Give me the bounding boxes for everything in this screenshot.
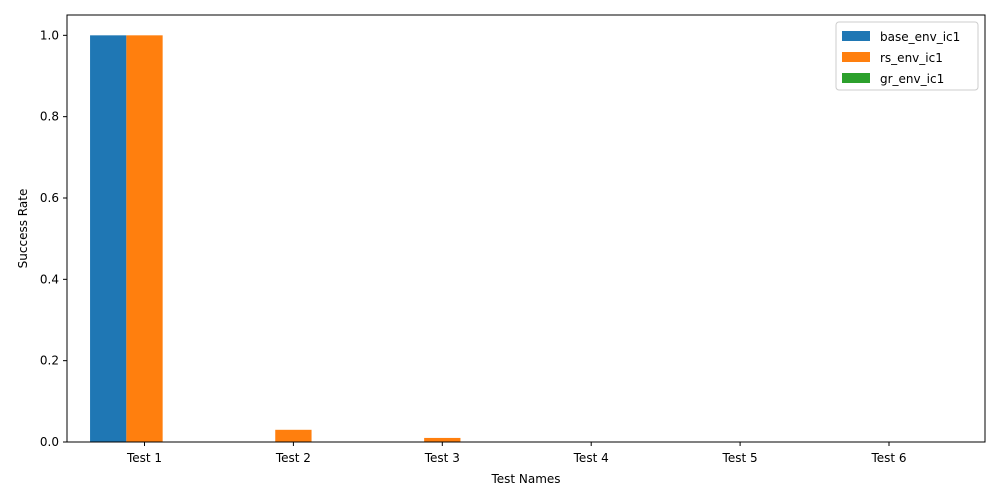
axes-layer: [66, 14, 986, 443]
x-tick-label: Test 2: [275, 451, 311, 465]
bars-layer: [90, 35, 461, 442]
plot-frame: [66, 14, 986, 443]
bar-rs_env_ic1-test-2: [275, 429, 312, 442]
x-tick-label: Test 5: [722, 451, 758, 465]
legend-swatch-gr_env_ic1: [842, 73, 870, 83]
legend: base_env_ic1 rs_env_ic1 gr_env_ic1: [835, 21, 979, 91]
y-axis-label: Success Rate: [16, 189, 30, 269]
x-axis-label: Test Names: [490, 472, 560, 486]
bar-base_env_ic1-test-1: [90, 35, 127, 442]
y-tick-label: 0.6: [40, 191, 59, 205]
y-tick-label: 0.2: [40, 354, 59, 368]
x-tick-label: Test 4: [573, 451, 609, 465]
x-ticks: Test 1 Test 2 Test 3 Test 4 Test 5 Test 6: [126, 442, 907, 465]
legend-label-rs_env_ic1: rs_env_ic1: [880, 51, 943, 65]
legend-swatch-rs_env_ic1: [842, 52, 870, 62]
x-tick-label: Test 3: [424, 451, 460, 465]
legend-box: [835, 21, 979, 91]
bar-rs_env_ic1-test-3: [424, 437, 461, 442]
bar-rs_env_ic1-test-1: [126, 35, 163, 442]
y-tick-label: 0.0: [40, 435, 59, 449]
x-tick-label: Test 1: [126, 451, 162, 465]
y-tick-label: 0.4: [40, 272, 59, 286]
legend-label-base_env_ic1: base_env_ic1: [880, 30, 960, 44]
y-tick-label: 0.8: [40, 110, 59, 124]
legend-label-gr_env_ic1: gr_env_ic1: [880, 72, 944, 86]
legend-swatch-base_env_ic1: [842, 31, 870, 41]
x-tick-label: Test 6: [870, 451, 906, 465]
y-ticks: 0.0 0.2 0.4 0.6 0.8 1.0: [40, 28, 67, 449]
y-tick-label: 1.0: [40, 28, 59, 42]
